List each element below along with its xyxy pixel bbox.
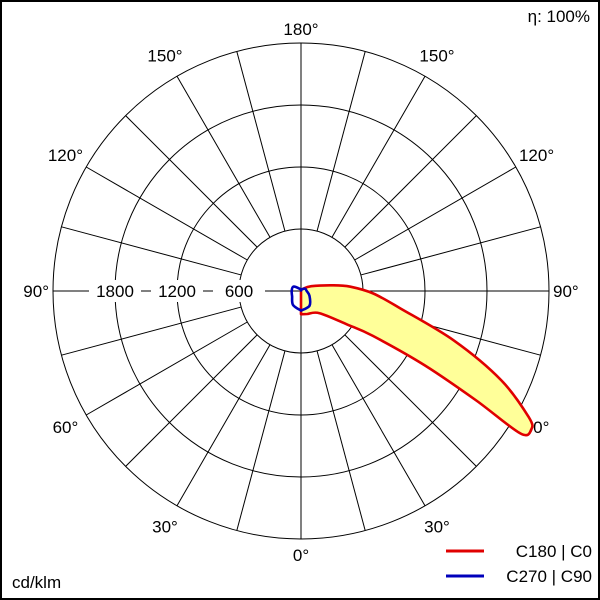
series-c270-c90-curve bbox=[290, 285, 312, 312]
angle-label: 30° bbox=[424, 518, 450, 537]
angle-label: 0° bbox=[293, 546, 309, 565]
angle-labels: 180°150° 150°120° 120°90° 90°60° 60°30° 30°0° bbox=[23, 20, 578, 565]
angle-label: 60° bbox=[53, 418, 79, 437]
series bbox=[290, 283, 534, 437]
legend-entry: C180 | C0 bbox=[516, 542, 592, 561]
unit-label: cd/klm bbox=[12, 573, 61, 592]
legend: C180 | C0 C270 | C90 bbox=[446, 542, 592, 586]
grid-spoke bbox=[236, 51, 286, 232]
radial-tick-label: 1200 bbox=[158, 282, 196, 301]
angle-label: 150° bbox=[147, 46, 182, 65]
grid-spoke bbox=[316, 51, 366, 232]
grid-spoke bbox=[176, 344, 271, 507]
grid-spoke bbox=[331, 75, 426, 238]
tick-label-bg bbox=[213, 280, 265, 302]
grid-spoke bbox=[85, 166, 248, 261]
grid-spoke bbox=[331, 344, 426, 507]
efficiency-label: η: 100% bbox=[528, 7, 590, 26]
grid-spoke bbox=[176, 75, 271, 238]
grid-spoke bbox=[61, 226, 242, 276]
grid-spoke bbox=[344, 115, 477, 248]
angle-label: 90° bbox=[23, 282, 49, 301]
tick-label-bg bbox=[151, 280, 203, 302]
grid-spoke bbox=[344, 334, 477, 467]
grid-spoke bbox=[360, 226, 541, 276]
legend-entry: C270 | C90 bbox=[506, 567, 592, 586]
grid-spoke bbox=[316, 350, 366, 531]
grid-spoke bbox=[236, 350, 286, 531]
grid-spoke bbox=[61, 306, 242, 356]
angle-label: 90° bbox=[553, 282, 579, 301]
series-c180-c0-curve bbox=[299, 283, 534, 437]
grid-spoke bbox=[125, 115, 258, 248]
radial-tick-label: 1800 bbox=[96, 282, 134, 301]
radial-tick-label: 600 bbox=[225, 282, 253, 301]
grid-spoke bbox=[125, 334, 258, 467]
grid-spoke bbox=[85, 321, 248, 416]
angle-label: 180° bbox=[283, 20, 318, 39]
tick-label-bg bbox=[89, 280, 141, 302]
angle-label: 150° bbox=[419, 46, 454, 65]
angle-label: 120° bbox=[519, 146, 554, 165]
angle-label: 120° bbox=[48, 146, 83, 165]
angle-label: 30° bbox=[152, 518, 178, 537]
radial-tick-labels: 600 1200 1800 bbox=[89, 280, 265, 302]
grid-spoke bbox=[354, 166, 517, 261]
